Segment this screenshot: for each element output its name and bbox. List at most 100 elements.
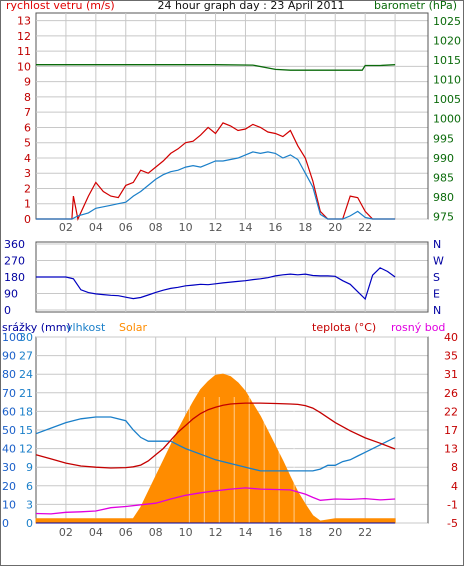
temperature-axis-tick: 8 <box>451 461 458 474</box>
temperature-axis-tick: 17 <box>444 424 458 437</box>
pressure-axis-tick: 1025 <box>433 15 461 28</box>
wind-axis-tick: 12 <box>17 30 31 43</box>
precip-axis-tick: 70 <box>2 387 16 400</box>
pressure-axis-label: barometr (hPa) <box>374 0 457 12</box>
solar-axis-tick: 6 <box>26 480 33 493</box>
wind-speed-line <box>36 151 396 220</box>
time-axis-tick: 18 <box>298 221 312 234</box>
temperature-axis-tick: 4 <box>451 480 458 493</box>
time-axis-tick: 08 <box>149 526 163 539</box>
direction-degree-tick: 0 <box>4 304 11 317</box>
solar-axis-tick: 30 <box>19 331 33 344</box>
solar-label: Solar <box>119 321 148 334</box>
time-axis-tick: 18 <box>298 526 312 539</box>
pressure-axis-tick: 985 <box>433 171 454 184</box>
solar-axis-tick: 3 <box>26 498 33 511</box>
precip-axis-tick: 40 <box>2 443 16 456</box>
time-axis-tick: 08 <box>149 221 163 234</box>
wind-axis-tick: 0 <box>24 213 31 226</box>
wind-axis-tick: 4 <box>24 152 31 165</box>
compass-tick: N <box>433 304 441 317</box>
pressure-axis-tick: 1005 <box>433 93 461 106</box>
wind-axis-tick: 7 <box>24 106 31 119</box>
wind-axis-tick: 5 <box>24 137 31 150</box>
temperature-axis-tick: 35 <box>444 350 458 363</box>
temperature-axis-tick: -1 <box>447 498 458 511</box>
wind-axis-tick: 10 <box>17 60 31 73</box>
dew-point-line <box>35 487 396 515</box>
pressure-line <box>36 64 396 71</box>
wind-axis-tick: 9 <box>24 76 31 89</box>
pressure-axis-tick: 1000 <box>433 113 461 126</box>
solar-axis-tick: 15 <box>19 424 33 437</box>
pressure-axis-tick: 980 <box>433 191 454 204</box>
time-axis-tick: 12 <box>209 221 223 234</box>
time-axis-tick: 04 <box>89 221 103 234</box>
precip-axis-tick: 60 <box>2 405 16 418</box>
time-axis-tick: 20 <box>328 221 342 234</box>
precip-axis-tick: 30 <box>2 461 16 474</box>
humidity-label: vlhkost <box>66 321 106 334</box>
temperature-axis-tick: 22 <box>444 405 458 418</box>
time-axis-tick: 22 <box>358 526 372 539</box>
precip-axis-tick: 0 <box>2 517 9 530</box>
compass-tick: E <box>433 288 440 301</box>
precip-axis-tick: 20 <box>2 480 16 493</box>
pressure-axis-tick: 1015 <box>433 54 461 67</box>
temperature-axis-tick: 13 <box>444 443 458 456</box>
precip-axis-tick: 10 <box>2 498 16 511</box>
pressure-axis-tick: 975 <box>433 211 454 224</box>
time-axis-tick: 10 <box>179 221 193 234</box>
humidity-line <box>35 416 396 472</box>
solar-area <box>35 373 396 524</box>
direction-degree-tick: 90 <box>4 288 18 301</box>
precip-axis-tick: 100 <box>2 331 23 344</box>
precip-axis-tick: 80 <box>2 368 16 381</box>
solar-axis-tick: 21 <box>19 387 33 400</box>
time-axis-tick: 06 <box>119 526 133 539</box>
solar-axis-tick: 0 <box>26 517 33 530</box>
wind-axis-tick: 2 <box>24 182 31 195</box>
wind-axis-tick: 6 <box>24 121 31 134</box>
compass-tick: W <box>433 255 444 268</box>
wind-direction-panel: 360 N 270 W 180 S 90 E 0 N <box>4 238 444 317</box>
time-axis-tick: 16 <box>268 526 282 539</box>
time-axis-tick: 04 <box>89 526 103 539</box>
time-axis-tick: 12 <box>209 526 223 539</box>
solar-axis-tick: 9 <box>26 461 33 474</box>
compass-tick: S <box>433 271 440 284</box>
wind-direction-line <box>36 267 396 301</box>
panel-1-plot-area <box>35 12 429 220</box>
precip-label: srážky (mm) <box>2 321 71 334</box>
time-axis-tick: 02 <box>59 221 73 234</box>
time-axis-tick: 16 <box>268 221 282 234</box>
time-axis-tick: 02 <box>59 526 73 539</box>
temperature-axis-tick: -5 <box>447 517 458 530</box>
direction-degree-tick: 270 <box>4 255 25 268</box>
wind-axis-tick: 11 <box>17 45 31 58</box>
wind-pressure-panel: 0123456789101112139759809859909951000100… <box>17 12 461 234</box>
solar-axis-tick: 24 <box>19 368 33 381</box>
temperature-axis-tick: 26 <box>444 387 458 400</box>
time-axis-tick: 14 <box>238 221 252 234</box>
pressure-axis-tick: 1020 <box>433 34 461 47</box>
time-axis-tick: 20 <box>328 526 342 539</box>
wind-axis-tick: 1 <box>24 198 31 211</box>
solar-axis-tick: 27 <box>19 350 33 363</box>
temperature-line <box>35 402 396 469</box>
solar-axis-tick: 18 <box>19 405 33 418</box>
time-axis-tick: 10 <box>179 526 193 539</box>
time-axis-tick: 14 <box>238 526 252 539</box>
pressure-axis-tick: 995 <box>433 132 454 145</box>
wind-axis-label: rychlost vetru (m/s) <box>6 0 115 12</box>
wind-axis-tick: 8 <box>24 91 31 104</box>
temperature-axis-tick: 40 <box>444 331 458 344</box>
precip-axis-tick: 50 <box>2 424 16 437</box>
direction-degree-tick: 360 <box>4 238 25 251</box>
temperature-label: teplota (°C) <box>312 321 376 334</box>
precip-axis-tick: 90 <box>2 350 16 363</box>
direction-degree-tick: 180 <box>4 271 25 284</box>
wind-axis-tick: 3 <box>24 167 31 180</box>
